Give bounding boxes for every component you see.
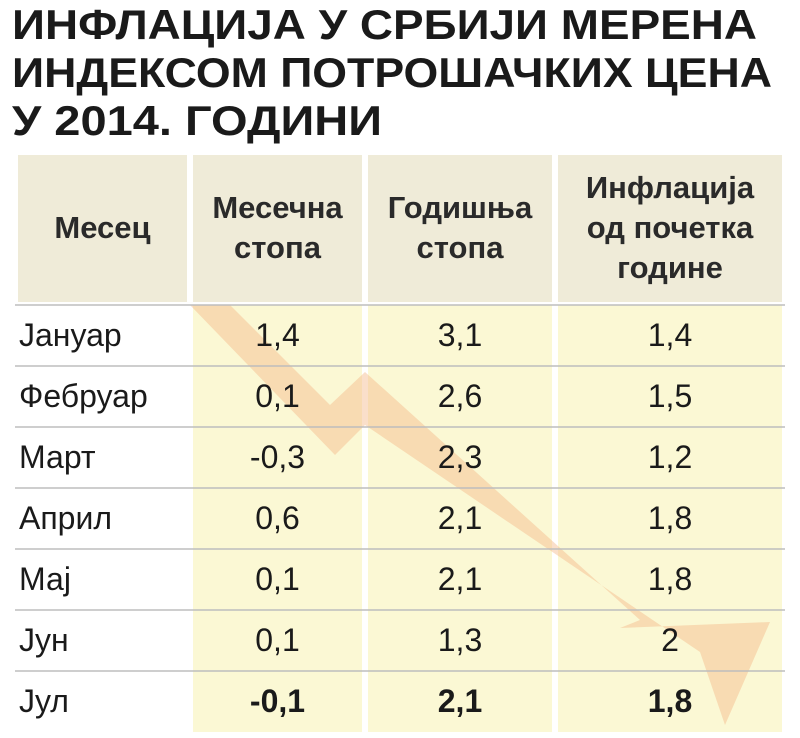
- cell-value: 2,3: [438, 439, 482, 475]
- header-text: Инфлација: [586, 170, 755, 205]
- header-text: од почетка: [587, 210, 754, 245]
- cell-value: 0,1: [255, 622, 299, 658]
- data-cell: [193, 427, 362, 488]
- data-cell: [193, 366, 362, 427]
- data-cell: [193, 549, 362, 610]
- header-cell: [193, 155, 362, 302]
- data-cell: [368, 305, 552, 366]
- cell-value: 1,8: [648, 561, 692, 597]
- cell-value: 2,1: [438, 683, 482, 719]
- header-cell: [368, 155, 552, 302]
- data-cell: [368, 549, 552, 610]
- month-label: Јануар: [19, 317, 122, 353]
- data-cell: [558, 305, 782, 366]
- month-label: Јул: [19, 683, 69, 719]
- trend-arrow: [190, 305, 770, 725]
- cell-value: 1,3: [438, 622, 482, 658]
- month-label: Мај: [19, 561, 71, 597]
- table-background: [18, 155, 782, 732]
- header-text: Месец: [54, 210, 150, 245]
- title-line: ИНДЕКСОМ ПОТРОШАЧКИХ ЦЕНА: [12, 49, 772, 96]
- cell-value: 0,6: [255, 500, 299, 536]
- data-cell: [558, 427, 782, 488]
- header-text: Годишња: [388, 190, 533, 225]
- data-cell: [193, 671, 362, 732]
- cell-value: 1,4: [648, 317, 692, 353]
- month-label: Април: [19, 500, 112, 536]
- header-text: Месечна: [212, 190, 343, 225]
- title-line: У 2014. ГОДИНИ: [12, 97, 382, 144]
- cell-value: 1,2: [648, 439, 692, 475]
- data-cell: [558, 610, 782, 671]
- data-cell: [368, 610, 552, 671]
- title-line: ИНФЛАЦИЈА У СРБИЈИ МЕРЕНА: [12, 1, 757, 48]
- cell-value: -0,3: [250, 439, 305, 475]
- header-text: стопа: [234, 230, 322, 265]
- data-cell: [193, 488, 362, 549]
- data-cell: [368, 488, 552, 549]
- cell-value: 1,8: [648, 683, 692, 719]
- month-label: Фебруар: [19, 378, 148, 414]
- cell-value: 0,1: [255, 561, 299, 597]
- cell-value: 0,1: [255, 378, 299, 414]
- cell-value: 1,4: [255, 317, 299, 353]
- month-label: Март: [19, 439, 96, 475]
- data-cell: [558, 549, 782, 610]
- header-text: године: [617, 250, 723, 285]
- cell-value: 1,8: [648, 500, 692, 536]
- data-cell: [368, 366, 552, 427]
- cell-value: -0,1: [250, 683, 305, 719]
- data-cell: [558, 488, 782, 549]
- cell-value: 1,5: [648, 378, 692, 414]
- header-cell: [558, 155, 782, 302]
- data-cell: [368, 427, 552, 488]
- cell-value: 2,1: [438, 561, 482, 597]
- data-cell: [193, 610, 362, 671]
- data-cell: [558, 671, 782, 732]
- cell-value: 2: [661, 622, 679, 658]
- data-cell: [193, 305, 362, 366]
- cell-value: 2,1: [438, 500, 482, 536]
- cell-value: 3,1: [438, 317, 482, 353]
- cell-value: 2,6: [438, 378, 482, 414]
- month-label: Јун: [19, 622, 69, 658]
- data-cell: [368, 671, 552, 732]
- data-cell: [558, 366, 782, 427]
- table: Месец Месечна стопа Годишња стопа Инфлација од…: [15, 170, 785, 719]
- header-text: стопа: [417, 230, 505, 265]
- header-cell: [18, 155, 187, 302]
